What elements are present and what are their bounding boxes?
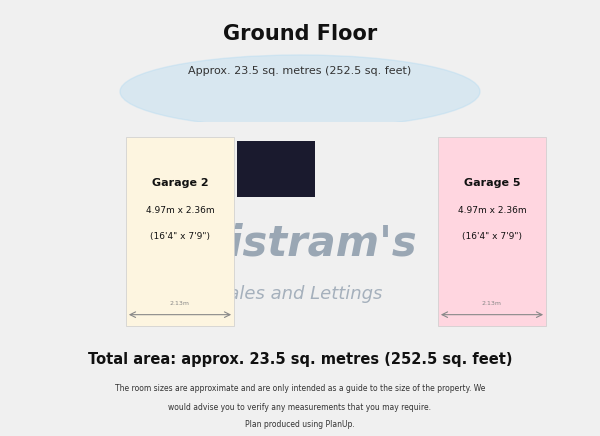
Text: 2.13m: 2.13m <box>170 300 190 306</box>
Text: Tristram's: Tristram's <box>184 222 416 264</box>
Text: 4.97m x 2.36m: 4.97m x 2.36m <box>458 206 526 215</box>
Bar <box>237 141 315 197</box>
Text: The room sizes are approximate and are only intended as a guide to the size of t: The room sizes are approximate and are o… <box>115 384 485 392</box>
Text: 2.13m: 2.13m <box>482 300 502 306</box>
Circle shape <box>120 55 480 128</box>
Text: Plan produced using PlanUp.: Plan produced using PlanUp. <box>245 420 355 429</box>
Text: would advise you to verify any measurements that you may require.: would advise you to verify any measureme… <box>169 403 431 412</box>
Text: Total area: approx. 23.5 sq. metres (252.5 sq. feet): Total area: approx. 23.5 sq. metres (252… <box>88 352 512 367</box>
Text: (16'4" x 7'9"): (16'4" x 7'9") <box>462 232 522 241</box>
Text: Ground Floor: Ground Floor <box>223 24 377 44</box>
Bar <box>126 137 234 326</box>
Text: Garage 2: Garage 2 <box>152 178 208 188</box>
Text: Approx. 23.5 sq. metres (252.5 sq. feet): Approx. 23.5 sq. metres (252.5 sq. feet) <box>188 66 412 76</box>
Text: Garage 5: Garage 5 <box>464 178 520 188</box>
Text: 4.97m x 2.36m: 4.97m x 2.36m <box>146 206 214 215</box>
Bar <box>438 137 546 326</box>
Text: Sales and Lettings: Sales and Lettings <box>217 285 383 303</box>
Text: (16'4" x 7'9"): (16'4" x 7'9") <box>150 232 210 241</box>
